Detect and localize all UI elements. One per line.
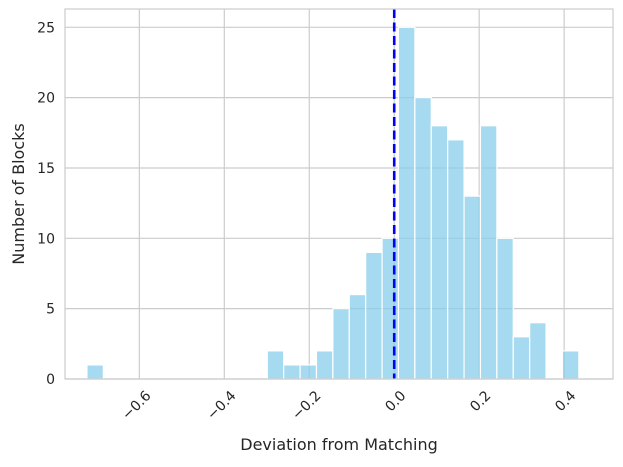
histogram-bar-4 [315, 350, 334, 380]
histogram-bar-9 [397, 26, 416, 380]
histogram-bar-1 [266, 350, 285, 380]
histogram-bar-16 [512, 336, 531, 380]
histogram-bar-5 [332, 308, 350, 380]
y-tick-label-2: 10 [37, 231, 55, 247]
x-tick-labels: −0.6 −0.4 −0.2 0.0 0.2 0.4 [119, 388, 579, 423]
histogram-bar-0 [86, 364, 104, 380]
histogram-bar-15 [496, 237, 514, 380]
histogram-bar-17 [529, 322, 547, 380]
histogram-bar-18 [561, 350, 580, 380]
x-axis-label: Deviation from Matching [240, 435, 438, 454]
y-tick-label-4: 20 [37, 91, 55, 107]
y-tick-label-5: 25 [37, 20, 55, 36]
bar-layer [86, 26, 580, 380]
histogram-bar-2 [283, 364, 301, 380]
histogram-bar-6 [348, 293, 367, 380]
histogram-bar-7 [365, 251, 383, 380]
x-tick-label-3: 0.0 [382, 388, 409, 415]
y-tick-label-3: 15 [37, 161, 55, 177]
plot-frame [64, 8, 614, 380]
x-tick-label-5: 0.4 [552, 388, 579, 415]
histogram-bar-12 [447, 139, 465, 380]
histogram-bar-3 [299, 364, 318, 380]
histogram-bar-11 [430, 125, 449, 380]
x-tick-label-4: 0.2 [467, 388, 494, 415]
x-tick-label-1: −0.4 [204, 388, 239, 423]
y-tick-labels: 0 5 10 15 20 25 [37, 20, 55, 388]
x-tick-label-2: −0.2 [289, 388, 324, 423]
histogram-bar-8 [381, 237, 400, 380]
y-axis-label: Number of Blocks [9, 123, 28, 264]
x-tick-label-0: −0.6 [119, 388, 154, 423]
histogram-bar-13 [463, 195, 482, 380]
y-tick-label-1: 5 [46, 302, 55, 318]
y-tick-label-0: 0 [46, 372, 55, 388]
histogram-bar-14 [479, 125, 498, 380]
histogram-bar-10 [414, 97, 432, 380]
